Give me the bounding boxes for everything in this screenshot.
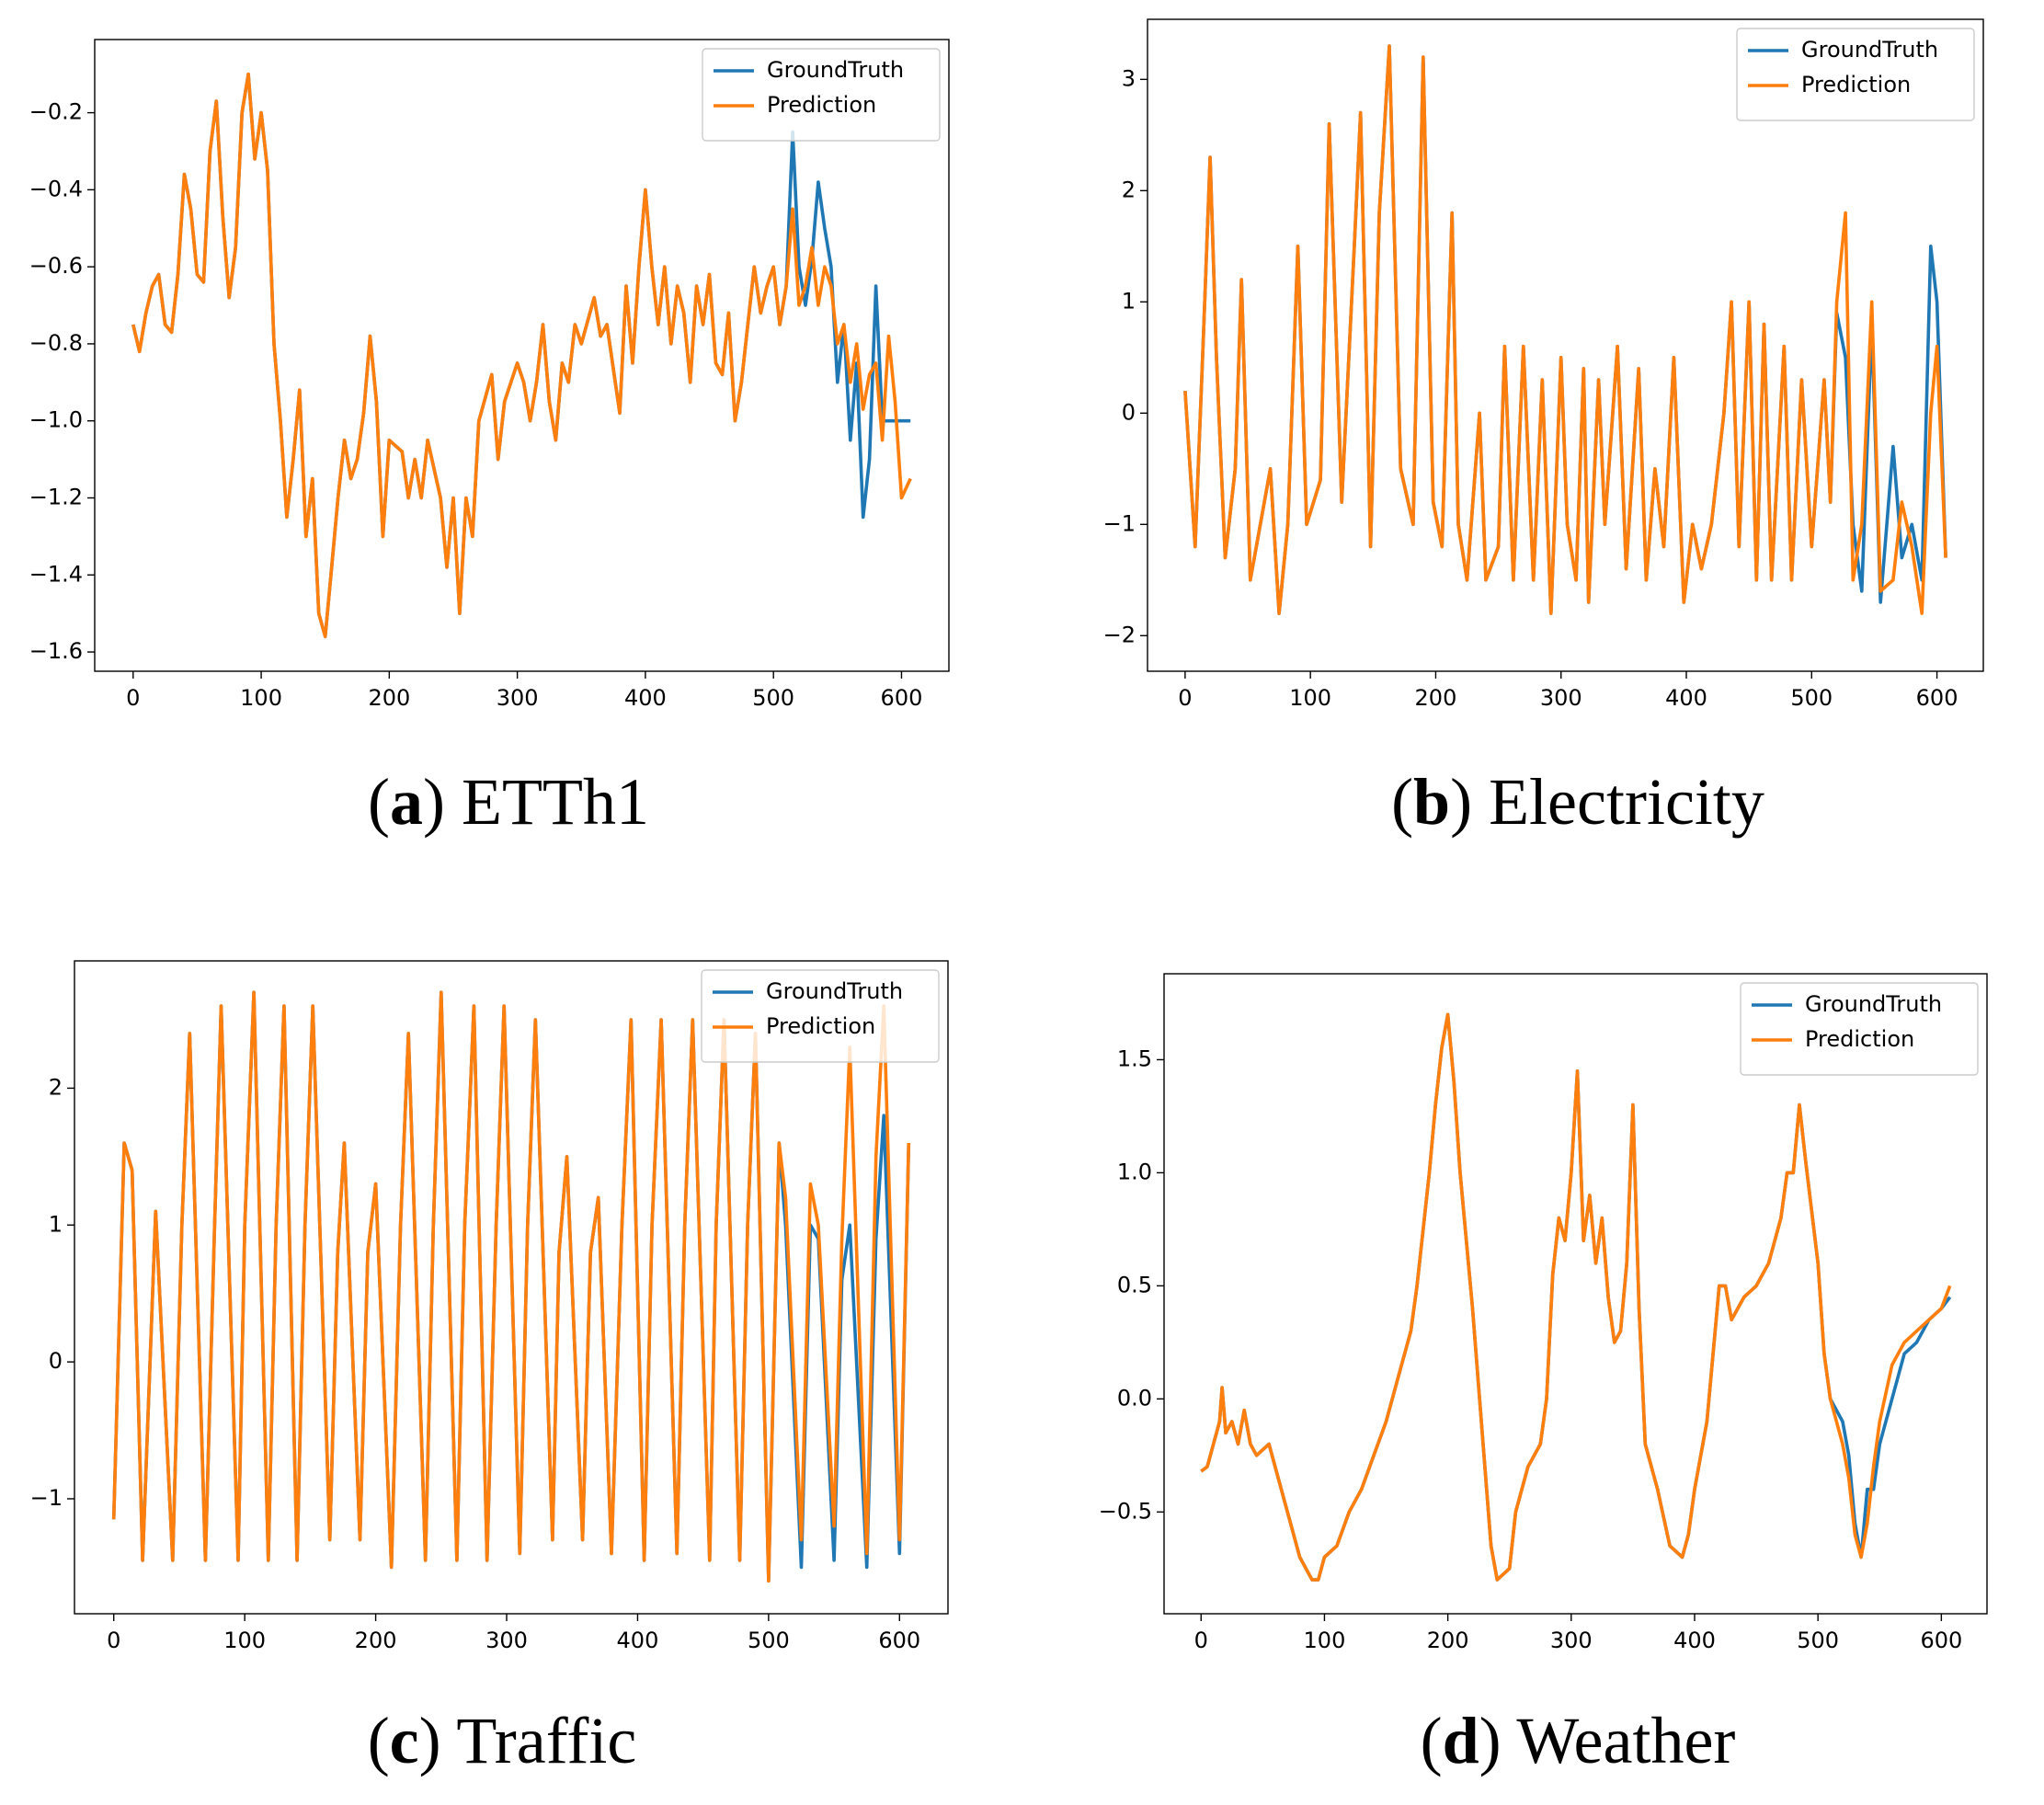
y-tick-label: 0 [1122,399,1136,425]
axes-frame [74,960,949,1615]
x-tick-label: 300 [1540,685,1582,711]
caption: (a) ETTh1 [368,765,649,839]
x-tick-label: 300 [497,685,539,711]
legend-box [1736,28,1975,121]
y-tick-label: −2 [1103,622,1136,647]
subplot: 0 100 200 300 400 500 600 −2 −1 0 1 2 3 GroundTruth Pr… [1103,18,1984,839]
caption: (d) Weather [1421,1704,1736,1777]
x-tick-label: 300 [485,1628,528,1653]
legend-label: Prediction [767,92,876,118]
legend-label: Prediction [1805,1026,1914,1052]
y-tick-label: −1.2 [29,484,83,509]
x-tick-label: 300 [1550,1628,1593,1653]
x-tick-label: 600 [1920,1628,1962,1653]
x-tick-label: 600 [1916,685,1958,711]
y-tick-label: −1.0 [29,407,83,433]
series-line [111,990,911,1583]
x-tick-label: 400 [624,685,667,711]
y-tick-label: −0.5 [1099,1498,1152,1524]
legend-label: GroundTruth [767,57,904,83]
x-tick-label: 400 [1665,685,1707,711]
y-tick-label: −0.4 [29,176,83,201]
x-tick-label: 200 [1427,1628,1469,1653]
x-tick-label: 500 [748,1628,790,1653]
y-tick-label: −1 [1103,510,1136,536]
x-tick-label: 600 [878,1628,920,1653]
x-tick-label: 500 [1797,1628,1839,1653]
x-tick-label: 0 [1194,1628,1208,1653]
x-tick-label: 0 [126,685,140,711]
x-tick-label: 600 [881,685,923,711]
x-tick-label: 200 [368,685,410,711]
y-tick-label: −0.8 [29,330,83,356]
legend: GroundTruth Prediction [701,969,940,1063]
y-tick-label: 2 [49,1074,63,1100]
y-tick-label: 0 [49,1348,63,1374]
y-tick-label: 1.5 [1117,1045,1152,1071]
axes-frame [94,39,950,672]
x-tick-label: 200 [1415,685,1457,711]
legend-label: GroundTruth [1805,991,1942,1017]
x-tick-label: 400 [1673,1628,1716,1653]
caption: (c) Traffic [368,1704,637,1777]
axes-frame [1163,973,1988,1615]
y-tick-label: −1.4 [29,561,83,587]
x-tick-label: 0 [107,1628,120,1653]
y-tick-label: 1 [49,1211,63,1237]
subplot: 0 100 200 300 400 500 600 −0.5 0.0 0.5 1.0 1.5 Groun… [1099,973,1988,1777]
series-line [131,72,911,639]
subplot: 0 100 200 300 400 500 600 −1.6 −1.4 −1.2 −1.0 −0.8 −… [29,39,950,839]
legend-box [701,969,940,1063]
y-tick-label: −0.2 [29,99,83,125]
x-tick-label: 400 [617,1628,659,1653]
y-tick-label: 2 [1122,177,1136,202]
legend: GroundTruth Prediction [702,48,941,142]
x-tick-label: 500 [1790,685,1833,711]
x-tick-label: 100 [1304,1628,1346,1653]
subplot: 0 100 200 300 400 500 600 −1 0 1 2 GroundTruth Predi… [30,960,949,1777]
legend-box [1740,982,1979,1076]
x-tick-label: 200 [355,1628,397,1653]
series-line [1183,44,1947,615]
x-tick-label: 100 [223,1628,266,1653]
legend: GroundTruth Prediction [1740,982,1979,1076]
y-tick-label: −1.6 [29,638,83,664]
x-tick-label: 100 [240,685,282,711]
axes-frame [1147,18,1984,672]
y-tick-label: 1 [1122,288,1136,314]
y-tick-label: 0.0 [1117,1385,1152,1411]
legend-label: GroundTruth [1801,37,1938,63]
series-line [131,72,912,639]
legend: GroundTruth Prediction [1736,28,1975,121]
legend-box [702,48,941,142]
y-tick-label: 0.5 [1117,1272,1152,1297]
legend-label: Prediction [1801,72,1911,97]
x-tick-label: 500 [752,685,794,711]
x-tick-label: 0 [1178,685,1192,711]
y-tick-label: −1 [30,1485,63,1511]
y-tick-label: 1.0 [1117,1159,1152,1184]
y-tick-label: −0.6 [29,253,83,279]
series-line [1200,1012,1952,1582]
legend-label: Prediction [766,1013,875,1039]
legend-label: GroundTruth [766,978,903,1004]
caption: (b) Electricity [1391,765,1764,839]
x-tick-label: 100 [1289,685,1331,711]
y-tick-label: 3 [1122,65,1136,91]
